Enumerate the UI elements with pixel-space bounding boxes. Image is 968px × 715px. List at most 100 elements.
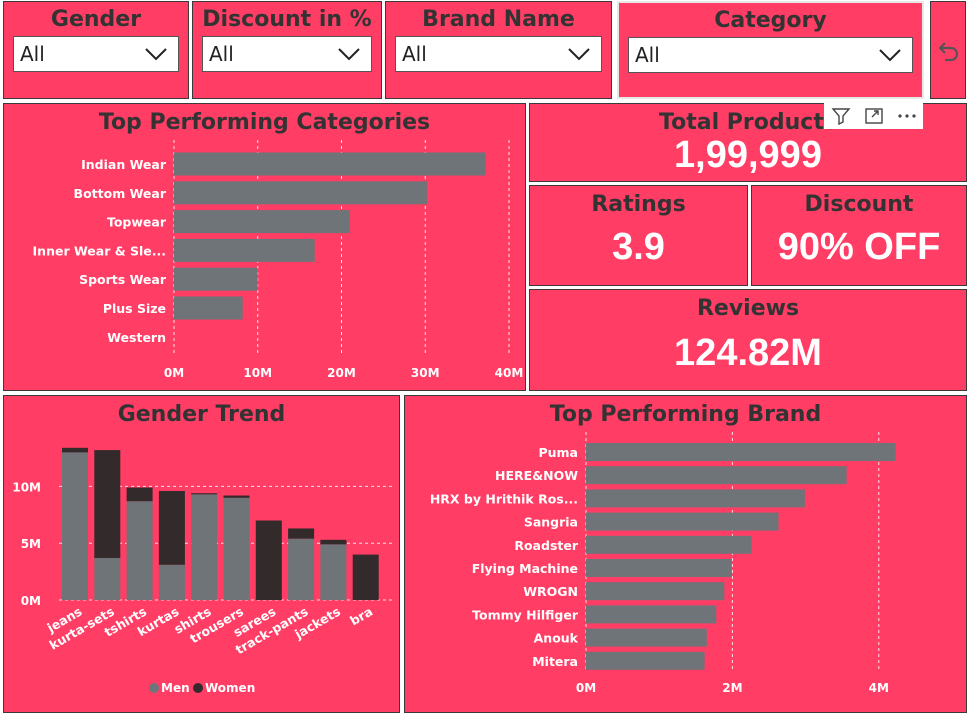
discount-title: Discount xyxy=(804,192,914,217)
total-products-title: Total Products xyxy=(659,110,837,135)
category-label: Tommy Hilfiger xyxy=(472,607,579,622)
slicer-discount-title: Discount in % xyxy=(202,7,372,32)
gender-dropdown-value: All xyxy=(20,42,45,66)
top-brand-panel: Top Performing Brand 0M 2M 4M Puma HERE&NOW H… xyxy=(404,395,967,713)
bar xyxy=(174,181,427,205)
reviews-value: 124.82M xyxy=(674,332,822,374)
bar xyxy=(174,238,315,262)
slicer-gender-title: Gender xyxy=(50,7,142,32)
category-label: Flying Machine xyxy=(472,561,578,576)
top-brand-chart: 0M 2M 4M Puma HERE&NOW HRX by Hrithik Ros... S… xyxy=(430,432,896,695)
bar-women xyxy=(94,450,121,558)
discount-dropdown[interactable]: All xyxy=(202,36,372,72)
gender-trend-title: Gender Trend xyxy=(117,402,286,427)
category-label: Plus Size xyxy=(103,301,166,316)
bar xyxy=(586,535,752,554)
slicer-brand: Brand Name All xyxy=(385,1,612,99)
y-tick-label: 10M xyxy=(12,480,41,494)
bar xyxy=(586,582,725,601)
discount-dropdown-value: All xyxy=(209,42,234,66)
bar-women xyxy=(191,493,218,495)
y-tick-label: 5M xyxy=(21,537,41,551)
x-tick-label: 30M xyxy=(411,366,440,380)
legend-dot-men xyxy=(149,683,159,693)
legend-label-men: Men xyxy=(161,681,190,695)
slicer-category: Category All xyxy=(617,1,924,99)
slicer-discount: Discount in % All xyxy=(192,1,382,99)
x-tick-label: 40M xyxy=(495,366,524,380)
category-label: Sports Wear xyxy=(79,272,167,287)
top-categories-title: Top Performing Categories xyxy=(98,110,431,135)
category-label: bra xyxy=(347,604,375,629)
bar-men xyxy=(320,544,347,600)
bar-women xyxy=(158,490,185,565)
bar xyxy=(586,466,847,485)
chevron-down-icon xyxy=(338,48,360,61)
chevron-down-icon xyxy=(568,48,590,61)
slicer-category-title: Category xyxy=(714,8,827,33)
bar-women xyxy=(288,528,315,539)
bar-women xyxy=(320,539,347,545)
bar-women xyxy=(223,495,250,498)
bar-men xyxy=(158,564,185,600)
category-label: HRX by Hrithik Ros... xyxy=(430,491,578,506)
filter-icon xyxy=(830,108,851,125)
bar-men xyxy=(62,452,88,600)
filter-button[interactable] xyxy=(828,105,854,127)
bar-women xyxy=(62,447,88,453)
gender-dropdown[interactable]: All xyxy=(13,36,179,72)
ratings-title: Ratings xyxy=(591,192,686,217)
undo-arrow-icon xyxy=(938,42,959,62)
bar-men xyxy=(126,501,153,600)
bar-men xyxy=(223,497,250,600)
bar-women xyxy=(255,520,282,600)
slicer-brand-title: Brand Name xyxy=(422,7,575,32)
top-categories-chart: 0M 10M 20M 30M 40M Indian Wear Bottom Wear Topw… xyxy=(33,140,524,380)
category-label: WROGN xyxy=(523,584,578,599)
category-label: Topwear xyxy=(107,215,167,230)
reviews-title: Reviews xyxy=(696,296,800,321)
reset-button[interactable] xyxy=(930,1,966,99)
reviews-card: Reviews 124.82M xyxy=(529,289,967,391)
x-tick-label: 10M xyxy=(243,366,272,380)
category-label: HERE&NOW xyxy=(495,468,578,483)
category-label: Puma xyxy=(538,445,578,460)
bar xyxy=(174,152,486,176)
x-tick-label: 0M xyxy=(164,366,184,380)
bar xyxy=(586,559,732,577)
discount-value: 90% OFF xyxy=(777,226,941,268)
ratings-value: 3.9 xyxy=(612,226,665,268)
brand-dropdown-value: All xyxy=(402,42,427,66)
x-tick-label: 4M xyxy=(869,681,889,695)
category-label: Mitera xyxy=(532,654,578,669)
bar xyxy=(174,267,258,291)
category-label: Roadster xyxy=(514,538,578,553)
ratings-card: Ratings 3.9 xyxy=(529,185,748,286)
more-options-icon xyxy=(897,114,916,118)
legend-label-women: Women xyxy=(205,681,255,695)
total-products-value: 1,99,999 xyxy=(674,134,822,176)
top-brand-title: Top Performing Brand xyxy=(549,402,822,427)
category-dropdown[interactable]: All xyxy=(628,37,913,73)
bar-women xyxy=(126,487,153,502)
bar xyxy=(586,605,717,624)
category-label: Indian Wear xyxy=(81,157,167,172)
category-label: Anouk xyxy=(534,631,579,646)
gender-trend-panel: Gender Trend 0M 5M 10M jeans kurta-sets tshir… xyxy=(3,395,400,713)
bar xyxy=(174,296,243,320)
legend-dot-women xyxy=(193,683,203,693)
category-label: Bottom Wear xyxy=(74,186,167,201)
x-tick-label: 2M xyxy=(722,681,742,695)
discount-card: Discount 90% OFF xyxy=(751,185,967,286)
bar xyxy=(586,651,705,670)
focus-mode-button[interactable] xyxy=(861,105,887,127)
bar-men xyxy=(94,557,121,600)
more-options-button[interactable] xyxy=(894,105,920,127)
category-dropdown-value: All xyxy=(635,43,660,67)
category-label: Inner Wear & Sle... xyxy=(33,243,166,258)
chevron-down-icon xyxy=(879,49,901,62)
bar-women xyxy=(352,554,379,600)
brand-dropdown[interactable]: All xyxy=(395,36,602,72)
slicer-gender: Gender All xyxy=(3,1,189,99)
bar xyxy=(586,512,779,531)
